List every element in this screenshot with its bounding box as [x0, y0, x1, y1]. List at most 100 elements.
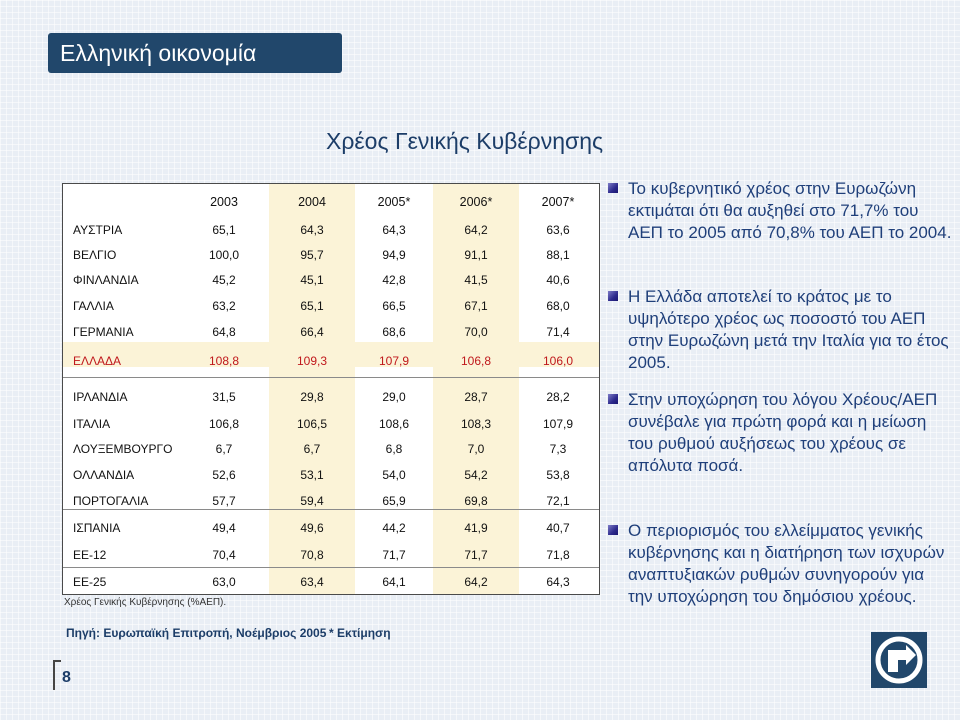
table-cell: 28,2 — [546, 390, 570, 404]
square-bullet-icon — [608, 525, 618, 535]
table-cell: 106,5 — [296, 417, 328, 431]
table-cell: 42,8 — [382, 273, 406, 287]
table-cell: 40,7 — [546, 521, 570, 535]
table-cell: 109,3 — [296, 354, 328, 368]
table-cell: 29,0 — [382, 390, 406, 404]
table-cell: 88,1 — [546, 248, 570, 262]
page-number: 8 — [62, 669, 71, 686]
table-cell: 71,8 — [546, 548, 570, 562]
table-cell: 108,6 — [378, 417, 410, 431]
bullet-item: Η Ελλάδα αποτελεί το κράτος με το υψηλότ… — [608, 286, 953, 374]
bullet-text: Ο περιορισμός του ελλείμματος γενικής κυ… — [628, 521, 945, 606]
table-cell: 6,7 — [215, 442, 233, 456]
table-cell: 54,0 — [382, 468, 406, 482]
country-name: ΦΙΝΛΑΝΔΙΑ — [73, 273, 139, 287]
table-cell: 108,8 — [208, 354, 240, 368]
table-cell: 107,9 — [542, 417, 574, 431]
country-name: ΓΑΛΛΙΑ — [73, 299, 114, 313]
column-header: 2003 — [210, 195, 238, 209]
column-header: 2007* — [541, 195, 575, 209]
bullet-item: Στην υποχώρηση του λόγου Χρέους/ΑΕΠ συνέ… — [608, 389, 953, 477]
table-cell: 64,8 — [212, 325, 236, 339]
table-cell: 6,7 — [303, 442, 321, 456]
square-bullet-icon — [608, 183, 618, 193]
country-name: ΓΕΡΜΑΝΙΑ — [73, 325, 134, 339]
square-bullet-icon — [608, 291, 618, 301]
table-cell: 28,7 — [464, 390, 488, 404]
table-cell: 44,2 — [382, 521, 406, 535]
slide-title: Ελληνική οικονομία — [48, 33, 342, 73]
page-number-badge — [53, 660, 75, 690]
country-name: ΠΟΡΤΟΓΑΛΙΑ — [73, 494, 149, 508]
table-cell: 107,9 — [378, 354, 410, 368]
table-cell: 94,9 — [382, 248, 406, 262]
source-note: Πηγή: Ευρωπαϊκή Επιτροπή, Νοέμβριος 2005 — [66, 626, 327, 640]
table-cell: 68,6 — [382, 325, 406, 339]
country-name: ΕΛΛΑΔΑ — [73, 354, 122, 368]
estimate-note: * Εκτίμηση — [329, 626, 391, 640]
table-cell: 71,7 — [464, 548, 488, 562]
country-name: ΙΣΠΑΝΙΑ — [73, 521, 121, 535]
table-cell: 100,0 — [208, 248, 240, 262]
table-cell: 67,1 — [464, 299, 488, 313]
bank-logo-icon — [871, 632, 927, 688]
table-heading: Χρέος Γενικής Κυβέρνησης — [326, 128, 604, 154]
table-divider — [63, 567, 599, 568]
table-cell: 41,9 — [464, 521, 488, 535]
table-cell: 6,8 — [385, 442, 403, 456]
country-name: ΛΟΥΞΕΜΒΟΥΡΓΟ — [73, 442, 173, 456]
country-name: ΙΡΛΑΝΔΙΑ — [73, 390, 128, 404]
table-cell: 64,3 — [546, 575, 570, 589]
table-cell: 106,0 — [542, 354, 574, 368]
table-cell: 53,1 — [300, 468, 324, 482]
table-cell: 71,4 — [546, 325, 570, 339]
table-cell: 40,6 — [546, 273, 570, 287]
table-cell: 108,3 — [460, 417, 492, 431]
table-cell: 72,1 — [546, 494, 570, 508]
table-cell: 64,2 — [464, 575, 488, 589]
greece-row-highlight — [63, 342, 599, 367]
column-header: 2004 — [298, 195, 326, 209]
table-cell: 53,8 — [546, 468, 570, 482]
country-name: ΕΕ-12 — [73, 548, 107, 562]
bullet-text: Το κυβερνητικό χρέος στην Ευρωζώνη εκτιμ… — [628, 179, 952, 242]
country-name: ΕΕ-25 — [73, 575, 107, 589]
table-cell: 95,7 — [300, 248, 324, 262]
table-cell: 57,7 — [212, 494, 236, 508]
table-cell: 65,1 — [300, 299, 324, 313]
table-cell: 64,3 — [300, 223, 324, 237]
table-cell: 63,2 — [212, 299, 236, 313]
country-name: ΑΥΣΤΡΙΑ — [73, 223, 123, 237]
square-bullet-icon — [608, 394, 618, 404]
table-cell: 31,5 — [212, 390, 236, 404]
table-cell: 64,2 — [464, 223, 488, 237]
table-cell: 29,8 — [300, 390, 324, 404]
debt-table: 2003 2004 2005* 2006* 2007* ΑΥΣΤΡΙΑ 65,1 64,3 64… — [62, 183, 600, 595]
table-cell: 70,8 — [300, 548, 324, 562]
table-cell: 66,4 — [300, 325, 324, 339]
table-cell: 54,2 — [464, 468, 488, 482]
table-caption: Χρέος Γενικής Κυβέρνησης (%ΑΕΠ). — [64, 597, 227, 608]
country-name: ΟΛΛΑΝΔΙΑ — [73, 468, 135, 482]
column-shade-2004 — [269, 184, 355, 594]
table-cell: 64,3 — [382, 223, 406, 237]
bullet-text: Στην υποχώρηση του λόγου Χρέους/ΑΕΠ συνέ… — [628, 390, 938, 475]
table-divider — [63, 509, 599, 510]
table-cell: 45,2 — [212, 273, 236, 287]
table-cell: 69,8 — [464, 494, 488, 508]
table-cell: 49,4 — [212, 521, 236, 535]
column-header: 2005* — [377, 195, 411, 209]
table-cell: 41,5 — [464, 273, 488, 287]
table-cell: 63,6 — [546, 223, 570, 237]
bullet-item: Το κυβερνητικό χρέος στην Ευρωζώνη εκτιμ… — [608, 178, 953, 244]
table-cell: 65,1 — [212, 223, 236, 237]
table-cell: 91,1 — [464, 248, 488, 262]
table-cell: 64,1 — [382, 575, 406, 589]
table-cell: 52,6 — [212, 468, 236, 482]
table-cell: 63,0 — [212, 575, 236, 589]
table-cell: 71,7 — [382, 548, 406, 562]
table-cell: 70,4 — [212, 548, 236, 562]
table-divider — [63, 377, 599, 378]
bullet-item: Ο περιορισμός του ελλείμματος γενικής κυ… — [608, 520, 953, 608]
column-header: 2006* — [459, 195, 493, 209]
